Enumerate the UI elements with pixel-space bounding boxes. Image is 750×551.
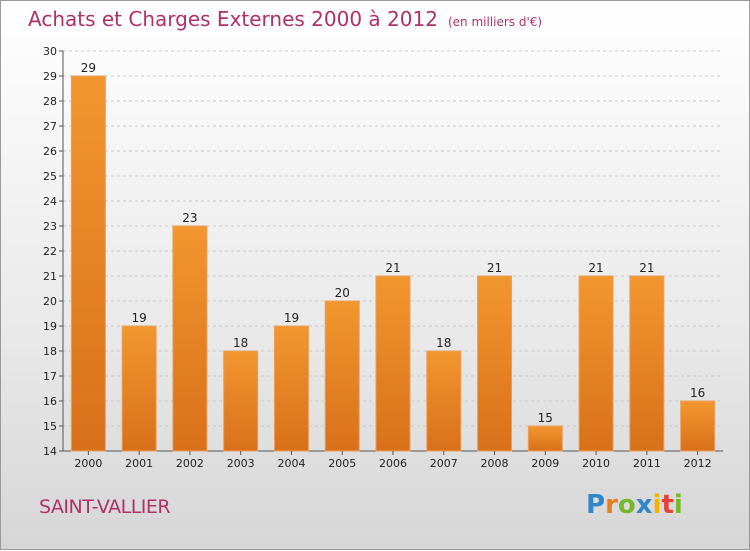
x-tick-label-2005: 2005 [328,457,356,470]
y-tick-label: 14 [43,445,57,458]
bar-2009 [527,425,563,452]
bar-2004 [273,325,309,452]
y-tick-label: 29 [43,70,57,83]
city-name: SAINT-VALLIER [39,496,171,518]
y-tick-label: 21 [43,270,57,283]
x-tick-label-2001: 2001 [125,457,153,470]
x-tick-label-2011: 2011 [633,457,661,470]
y-tick-label: 30 [43,45,57,58]
y-tick-label: 17 [43,370,57,383]
value-label-2001: 19 [132,311,147,325]
x-tick-label-2006: 2006 [379,457,407,470]
bar-2000 [70,75,106,452]
x-tick-label-2012: 2012 [684,457,712,470]
value-label-2009: 15 [538,411,553,425]
y-tick-label: 26 [43,145,57,158]
bar-2005 [324,300,360,452]
value-label-2007: 18 [436,336,451,350]
y-tick-label: 18 [43,345,57,358]
x-tick-label-2000: 2000 [74,457,102,470]
value-label-2002: 23 [182,211,197,225]
x-tick-label-2007: 2007 [430,457,458,470]
bar-2002 [172,225,208,452]
y-tick-label: 25 [43,170,57,183]
y-tick-label: 20 [43,295,57,308]
x-tick-label-2010: 2010 [582,457,610,470]
value-label-2010: 21 [588,261,603,275]
y-tick-label: 16 [43,395,57,408]
bar-2012 [680,400,716,452]
value-label-2004: 19 [284,311,299,325]
bar-2008 [477,275,513,452]
x-tick-label-2009: 2009 [531,457,559,470]
y-tick-label: 24 [43,195,57,208]
value-label-2000: 29 [81,61,96,75]
y-tick-label: 22 [43,245,57,258]
y-tick-label: 28 [43,95,57,108]
bar-2007 [426,350,462,452]
bar-2001 [121,325,157,452]
proxiti-logo: Proxiti [586,490,683,520]
value-label-2005: 20 [335,286,350,300]
x-tick-label-2002: 2002 [176,457,204,470]
bar-2011 [629,275,665,452]
value-label-2008: 21 [487,261,502,275]
y-tick-label: 27 [43,120,57,133]
chart-title-text: Achats et Charges Externes 2000 à 2012 [28,7,438,31]
value-label-2003: 18 [233,336,248,350]
chart-subtitle: (en milliers d'€) [447,15,543,29]
y-tick-label: 23 [43,220,57,233]
value-label-2006: 21 [385,261,400,275]
value-label-2012: 16 [690,386,705,400]
y-tick-label: 19 [43,320,57,333]
x-tick-label-2008: 2008 [481,457,509,470]
bar-2010 [578,275,614,452]
chart-title: Achats et Charges Externes 2000 à 2012 (e… [28,7,542,31]
y-tick-label: 15 [43,420,57,433]
bar-2003 [223,350,259,452]
x-tick-label-2003: 2003 [227,457,255,470]
bar-2006 [375,275,411,452]
x-tick-label-2004: 2004 [277,457,305,470]
value-label-2011: 21 [639,261,654,275]
